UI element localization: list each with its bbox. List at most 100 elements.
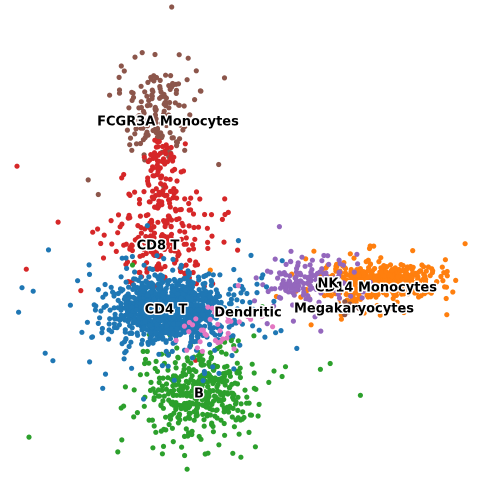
series-nk	[251, 224, 373, 334]
point-cd4-t	[139, 309, 145, 315]
label-cd4-t: CD4 T	[145, 303, 188, 318]
point-cd4-t	[278, 328, 284, 334]
point-cd4-t	[118, 274, 124, 280]
point-cd14-monocytes	[421, 286, 427, 293]
point-b	[151, 397, 157, 403]
point-nk	[290, 318, 296, 324]
point-cd4-t	[273, 330, 279, 336]
point-fcgr3a-monocytes	[163, 72, 169, 78]
point-nk	[309, 257, 315, 263]
point-b	[198, 382, 204, 388]
point-cd4-t	[126, 284, 132, 290]
point-b	[227, 403, 233, 409]
point-cd14-monocytes	[367, 243, 373, 249]
point-cd4-t	[139, 341, 145, 347]
point-cd14-monocytes	[387, 278, 393, 284]
point-nk	[294, 278, 300, 284]
point-b	[142, 356, 149, 362]
point-cd8-t	[157, 150, 163, 156]
point-dendritic	[270, 324, 276, 330]
point-dendritic	[259, 313, 265, 319]
point-b	[163, 381, 170, 387]
point-fcgr3a-monocytes	[177, 121, 183, 127]
point-cd4-t	[141, 325, 147, 331]
point-cd4-t	[231, 266, 237, 273]
point-fcgr3a-monocytes	[185, 55, 191, 61]
point-cd4-t	[159, 363, 165, 369]
point-b	[185, 433, 191, 439]
point-b	[172, 373, 178, 379]
point-fcgr3a-monocytes	[193, 68, 199, 74]
point-fcgr3a-monocytes	[129, 147, 135, 153]
point-cd8-t	[183, 241, 189, 247]
point-dendritic	[212, 310, 218, 316]
point-b	[200, 357, 206, 363]
point-cd4-t	[139, 284, 145, 290]
point-fcgr3a-monocytes	[124, 117, 130, 123]
point-cd8-t	[162, 263, 168, 270]
point-cd4-t	[234, 297, 240, 303]
point-cd8-t	[23, 266, 29, 272]
point-cd4-t	[231, 292, 237, 298]
point-b	[166, 421, 172, 428]
point-nk	[253, 275, 259, 281]
point-b	[172, 360, 178, 366]
point-cd8-t	[145, 212, 151, 218]
point-fcgr3a-monocytes	[168, 73, 174, 79]
point-b	[249, 361, 255, 367]
point-b	[173, 405, 179, 411]
point-b	[151, 423, 157, 429]
point-cd4-t	[42, 350, 48, 356]
point-fcgr3a-monocytes	[153, 120, 159, 126]
point-cd8-t	[141, 154, 147, 160]
point-nk	[327, 284, 333, 290]
point-b	[166, 397, 172, 403]
point-cd14-monocytes	[444, 312, 450, 318]
point-fcgr3a-monocytes	[176, 52, 182, 58]
point-b	[357, 392, 363, 398]
point-cd8-t	[187, 257, 193, 263]
point-cd4-t	[178, 262, 184, 268]
point-cd4-t	[132, 276, 138, 282]
point-fcgr3a-monocytes	[166, 105, 172, 111]
point-cd8-t	[149, 194, 155, 200]
point-nk	[286, 278, 292, 284]
point-megakaryocytes	[336, 302, 342, 308]
point-cd4-t	[130, 294, 137, 300]
point-cd14-monocytes	[414, 290, 420, 296]
point-cd8-t	[177, 228, 183, 234]
point-fcgr3a-monocytes	[192, 97, 198, 103]
point-cd4-t	[196, 277, 202, 283]
point-cd4-t	[123, 348, 129, 354]
point-cd8-t	[157, 238, 163, 244]
point-cd4-t	[155, 281, 161, 287]
point-fcgr3a-monocytes	[95, 191, 101, 198]
point-nk	[367, 279, 373, 285]
point-b	[234, 360, 240, 366]
point-cd4-t	[164, 323, 170, 329]
point-cd8-t	[175, 253, 181, 259]
point-cd8-t	[155, 144, 161, 150]
point-cd4-t	[244, 290, 250, 297]
point-cd4-t	[161, 256, 167, 262]
point-fcgr3a-monocytes	[136, 120, 142, 126]
point-b	[229, 414, 235, 420]
point-cd8-t	[160, 245, 166, 251]
point-cd4-t	[163, 285, 169, 291]
point-dendritic	[199, 348, 205, 354]
point-cd4-t	[165, 295, 171, 302]
point-b	[255, 413, 261, 419]
point-cd4-t	[217, 302, 223, 309]
point-nk	[313, 277, 319, 283]
point-cd14-monocytes	[400, 262, 406, 269]
point-fcgr3a-monocytes	[167, 118, 173, 124]
point-cd8-t	[115, 212, 122, 218]
point-b	[205, 383, 211, 390]
point-cd4-t	[171, 288, 177, 294]
point-nk	[301, 280, 307, 287]
point-cd4-t	[106, 336, 112, 342]
point-cd4-t	[100, 294, 106, 300]
point-fcgr3a-monocytes	[119, 115, 125, 121]
point-fcgr3a-monocytes	[140, 116, 146, 122]
point-cd14-monocytes	[426, 285, 432, 292]
